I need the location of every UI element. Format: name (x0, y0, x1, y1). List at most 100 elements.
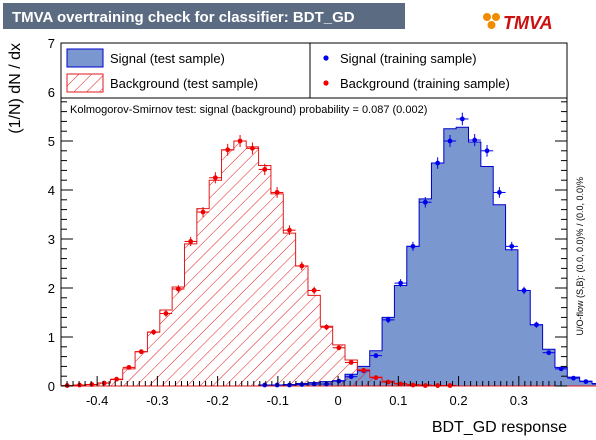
background-train-point (184, 236, 197, 247)
background-test-bin (296, 266, 308, 386)
legend-background-train: Background (training sample) (323, 76, 510, 91)
x-tick-label: -0.3 (146, 393, 168, 408)
x-tick-label: 0.3 (510, 393, 528, 408)
background-train-point (332, 345, 346, 351)
signal-test-bin (530, 325, 542, 386)
signal-train-point (505, 241, 518, 251)
signal-test-bin (382, 317, 394, 386)
tmva-logo: TMVA (483, 13, 553, 33)
legend-signal-test: Signal (test sample) (66, 48, 225, 68)
background-train-point (320, 324, 333, 331)
background-test-bin (197, 209, 209, 386)
background-train-point (196, 206, 210, 218)
overflow-text: U/O-flow (S,B): (0.0, 0.0)% / (0.0, 0.0)… (575, 177, 585, 336)
legend-background-test-label: Background (test sample) (110, 76, 258, 91)
background-train-point (443, 383, 457, 388)
background-test-bin (234, 141, 246, 386)
background-train-point (357, 367, 370, 373)
signal-test-bin (419, 199, 431, 386)
marker-layer (61, 112, 596, 388)
chart-title: TMVA overtraining check for classifier: … (12, 9, 355, 26)
y-tick-label: 1 (48, 330, 55, 345)
background-train-point (246, 142, 259, 155)
background-test-bin (184, 244, 196, 386)
background-train-point (345, 360, 358, 365)
signal-train-point (542, 350, 555, 356)
legend-signal-test-label: Signal (test sample) (110, 51, 225, 66)
y-tick-label: 6 (48, 85, 55, 100)
background-train-point (233, 134, 247, 148)
background-test-hatch (61, 141, 596, 386)
x-axis-title: BDT_GD response (432, 419, 567, 436)
signal-train-point (443, 134, 457, 148)
background-test-bin (160, 310, 172, 386)
x-tick-label: -0.1 (267, 393, 289, 408)
background-train-point (122, 364, 136, 370)
signal-test-bin (493, 205, 505, 386)
background-train-point (135, 349, 148, 355)
background-test-bin (147, 332, 159, 386)
legend-background (61, 43, 567, 98)
title-bar (3, 3, 405, 29)
y-tick-label: 2 (48, 281, 55, 296)
signal-train-point (530, 321, 543, 328)
signal-test-bin (407, 246, 419, 386)
background-train-point (172, 285, 185, 293)
background-test-bin (271, 194, 283, 386)
legend-background-marker (323, 80, 329, 86)
signal-train-point (468, 133, 481, 147)
background-train-point (221, 143, 234, 156)
y-tick-label: 5 (48, 134, 55, 149)
signal-train-point (480, 144, 494, 157)
x-tick-label: 0 (334, 393, 341, 408)
background-test-bin (283, 233, 295, 386)
signal-test-bin (481, 166, 493, 386)
legend-background-swatch (66, 73, 104, 93)
legend-signal-train-label: Signal (training sample) (340, 51, 477, 66)
histogram-layer (60, 126, 596, 387)
y-tick-label: 0 (48, 379, 55, 394)
legend-background-train-label: Background (training sample) (340, 76, 510, 91)
signal-train-point (456, 112, 469, 126)
background-train-point (295, 261, 308, 271)
y-tick-label: 4 (48, 183, 55, 198)
x-tick-label: 0.2 (450, 393, 468, 408)
y-tick-label: 3 (48, 232, 55, 247)
signal-test-bin (394, 286, 406, 386)
signal-train-point (493, 187, 506, 198)
signal-test-bin (506, 250, 518, 386)
signal-test-bin (456, 127, 468, 386)
signal-train-point (567, 375, 580, 381)
signal-train-point (345, 374, 358, 380)
background-test-bin (209, 180, 221, 386)
y-tick-label: 7 (48, 36, 55, 51)
background-test-bin (172, 287, 184, 386)
background-train-point (147, 329, 160, 335)
legend-signal-train: Signal (training sample) (323, 51, 477, 66)
signal-train-point (369, 353, 383, 359)
legend-signal-swatch (66, 48, 104, 68)
legend-frame (60, 42, 568, 99)
legend-signal-marker (323, 55, 329, 61)
background-train-point (270, 187, 284, 198)
signal-train-point (431, 157, 444, 169)
x-tick-label: 0.1 (389, 393, 407, 408)
background-train-point (258, 163, 271, 176)
signal-train-point (517, 286, 531, 295)
background-train-point (369, 375, 383, 381)
signal-train-point (554, 366, 568, 372)
background-test-bin (135, 352, 147, 386)
signal-train-point (579, 379, 592, 384)
background-test-bin (320, 326, 332, 386)
legend-background-test: Background (test sample) (66, 73, 258, 93)
background-train-point (209, 172, 222, 184)
signal-train-point (382, 316, 395, 323)
background-test-bin (222, 150, 234, 386)
background-train-point (307, 286, 321, 295)
background-train-point (406, 382, 420, 388)
background-test-bin (259, 166, 271, 387)
signal-train-point (406, 241, 420, 251)
background-train-point (419, 383, 432, 388)
background-test-bin (308, 295, 320, 386)
